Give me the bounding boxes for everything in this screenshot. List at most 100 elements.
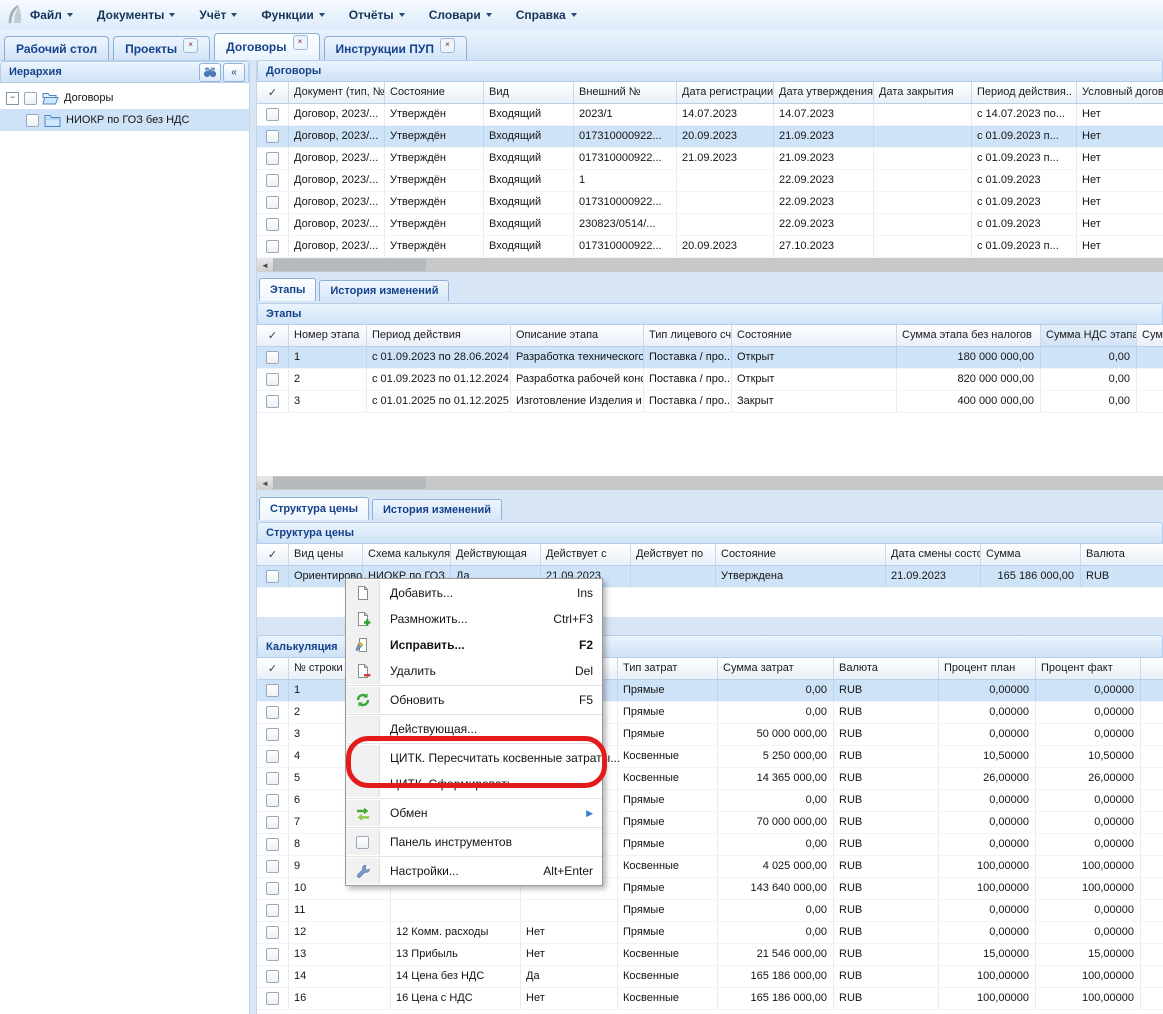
column-header[interactable]: Процент план	[939, 658, 1036, 679]
menu-item[interactable]: Обновить F5	[346, 687, 602, 713]
column-header[interactable]: Валюта	[1081, 544, 1163, 565]
stages-hscrollbar[interactable]: ◄	[257, 476, 1163, 490]
row-checkbox[interactable]	[266, 882, 279, 895]
table-row[interactable]: Договор, 2023/... Утверждён Входящий 017310…	[257, 148, 1163, 170]
tab-close-icon[interactable]: ×	[292, 35, 308, 50]
scroll-left-arrow-icon[interactable]: ◄	[257, 476, 274, 490]
column-header[interactable]: Состояние	[732, 325, 897, 346]
row-checkbox[interactable]	[266, 152, 279, 165]
column-header[interactable]	[521, 658, 618, 679]
menu-item[interactable]: Обмен ▶	[346, 800, 602, 826]
column-header[interactable]: Действующая	[451, 544, 541, 565]
row-checkbox[interactable]	[266, 373, 279, 386]
column-header[interactable]: ✓	[257, 325, 289, 346]
row-checkbox[interactable]	[266, 395, 279, 408]
tree-node-contracts[interactable]: − Договоры	[0, 87, 249, 109]
tab-close-icon[interactable]: ×	[183, 38, 199, 53]
column-header[interactable]: Сум	[1137, 325, 1163, 346]
panel-splitter[interactable]	[249, 60, 257, 1014]
column-header[interactable]: Документ (тип, №	[289, 82, 385, 103]
column-header[interactable]: ✓	[257, 658, 289, 679]
tab-Проекты[interactable]: Проекты ×	[113, 36, 211, 60]
row-checkbox[interactable]	[266, 816, 279, 829]
row-checkbox[interactable]	[266, 772, 279, 785]
menu-item[interactable]: ЦИТК. Сформировать...	[346, 771, 602, 797]
tab-Рабочий стол[interactable]: Рабочий стол	[4, 36, 110, 60]
tab-Этапы[interactable]: Этапы	[259, 278, 317, 301]
row-checkbox[interactable]	[266, 108, 279, 121]
table-row[interactable]: Договор, 2023/... Утверждён Входящий 017310…	[257, 126, 1163, 148]
search-binoculars-button[interactable]	[199, 62, 221, 82]
column-header[interactable]: Сумма НДС этапа	[1041, 325, 1137, 346]
scrollbar-thumb[interactable]	[274, 477, 426, 489]
column-header[interactable]: Вид	[484, 82, 574, 103]
column-header[interactable]: Дата регистрации.	[677, 82, 774, 103]
tree-checkbox[interactable]	[26, 113, 39, 127]
tab-Инструкции ПУП[interactable]: Инструкции ПУП ×	[323, 36, 467, 60]
row-checkbox[interactable]	[266, 838, 279, 851]
tab-История изменений[interactable]: История изменений	[371, 499, 503, 520]
column-header[interactable]: Дата закрытия	[874, 82, 972, 103]
column-header[interactable]: Период действия	[367, 325, 511, 346]
table-row[interactable]: Договор, 2023/... Утверждён Входящий 1 22.09…	[257, 170, 1163, 192]
row-checkbox[interactable]	[266, 706, 279, 719]
menu-checkbox[interactable]	[356, 835, 369, 849]
column-header[interactable]: Сумма затрат	[718, 658, 834, 679]
row-checkbox[interactable]	[266, 351, 279, 364]
scroll-left-arrow-icon[interactable]: ◄	[257, 258, 274, 272]
menu-item[interactable]: Настройки... Alt+Enter	[346, 858, 602, 884]
column-header[interactable]: Процент факт	[1036, 658, 1141, 679]
column-header[interactable]: Состояние	[385, 82, 484, 103]
tab-Структура цены[interactable]: Структура цены	[259, 497, 369, 520]
row-checkbox[interactable]	[266, 130, 279, 143]
table-row[interactable]: Договор, 2023/... Утверждён Входящий 230823…	[257, 214, 1163, 236]
menu-item[interactable]: Исправить... F2	[346, 632, 602, 658]
table-row[interactable]: 16 16 Цена с НДС Нет Косвенные 165 186 000,0…	[257, 988, 1163, 1010]
table-row[interactable]: 13 13 Прибыль Нет Косвенные 21 546 000,00 RUB…	[257, 944, 1163, 966]
menubar-item[interactable]: Документы	[97, 8, 176, 22]
row-checkbox[interactable]	[266, 684, 279, 697]
collapse-panel-button[interactable]: «	[223, 62, 245, 82]
tab-close-icon[interactable]: ×	[439, 38, 455, 53]
menu-item[interactable]: ЦИТК. Пересчитать косвенные затраты...	[346, 745, 620, 771]
column-header[interactable]: Сумма	[981, 544, 1081, 565]
menu-item[interactable]: Удалить Del	[346, 658, 602, 684]
scrollbar-thumb[interactable]	[274, 259, 426, 271]
row-checkbox[interactable]	[266, 970, 279, 983]
column-header[interactable]: Вид цены	[289, 544, 363, 565]
menubar-item[interactable]: Функции	[261, 8, 325, 22]
row-checkbox[interactable]	[266, 926, 279, 939]
column-header[interactable]: Схема калькуляци	[363, 544, 451, 565]
tree-checkbox[interactable]	[24, 91, 37, 105]
column-header[interactable]: Состояние	[716, 544, 886, 565]
column-header[interactable]: Тип затрат	[618, 658, 718, 679]
table-row[interactable]: 11 Прямые 0,00 RUB 0,00000 0,00000	[257, 900, 1163, 922]
column-header[interactable]: Номер этапа	[289, 325, 367, 346]
table-row[interactable]: Договор, 2023/... Утверждён Входящий 017310…	[257, 236, 1163, 258]
column-header[interactable]: Действует с	[541, 544, 631, 565]
table-row[interactable]: 14 14 Цена без НДС Да Косвенные 165 186 000,…	[257, 966, 1163, 988]
menu-item[interactable]: Панель инструментов	[346, 829, 602, 855]
column-header[interactable]: Период действия..	[972, 82, 1077, 103]
menubar-item[interactable]: Отчёты	[349, 8, 405, 22]
column-header[interactable]: ✓	[257, 82, 289, 103]
column-header[interactable]: Внешний №	[574, 82, 677, 103]
column-header[interactable]: Дата смены состоя	[886, 544, 981, 565]
table-row[interactable]: Договор, 2023/... Утверждён Входящий 017310…	[257, 192, 1163, 214]
column-header[interactable]: Условный догов...	[1077, 82, 1163, 103]
column-header[interactable]: Действует по	[631, 544, 716, 565]
column-header[interactable]: Дата утверждения	[774, 82, 874, 103]
row-checkbox[interactable]	[266, 196, 279, 209]
menubar-item[interactable]: Учёт	[199, 8, 238, 22]
menubar-item[interactable]: Словари	[429, 8, 492, 22]
row-checkbox[interactable]	[266, 174, 279, 187]
row-checkbox[interactable]	[266, 948, 279, 961]
column-header[interactable]: Тип лицевого счёт	[644, 325, 732, 346]
tree-expander-icon[interactable]: −	[6, 91, 19, 105]
row-checkbox[interactable]	[266, 794, 279, 807]
menubar-item[interactable]: Справка	[516, 8, 577, 22]
tab-Договоры[interactable]: Договоры ×	[214, 33, 320, 60]
row-checkbox[interactable]	[266, 570, 279, 583]
contracts-hscrollbar[interactable]: ◄	[257, 258, 1163, 272]
